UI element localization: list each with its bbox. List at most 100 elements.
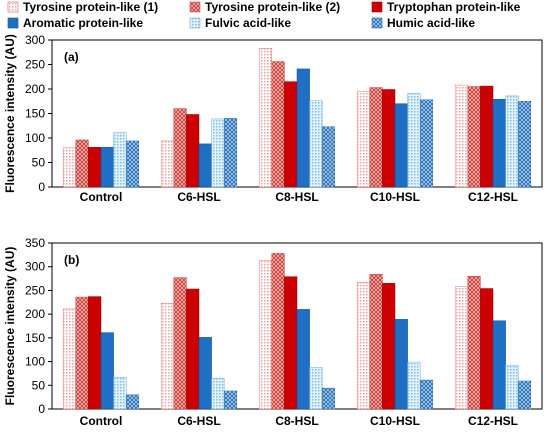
x-tick-label: Control <box>80 190 123 204</box>
bar-tyrosine-protein-like-2-c12-hsl <box>467 86 481 188</box>
bar-tryptophan-protein-like-c8-hsl <box>284 81 298 188</box>
bar-aromatic-protein-like-c10-hsl <box>394 319 408 410</box>
x-tick-label: C8-HSL <box>275 414 318 428</box>
legend-item-tyrosine-protein-like-1: Tyrosine protein-like (1) <box>7 0 158 14</box>
bar-fulvic-acid-like-c12-hsl <box>505 95 519 188</box>
bar-tyrosine-protein-like-2-c10-hsl <box>369 274 383 410</box>
legend-item-tryptophan-protein-like: Tryptophan protein-like <box>371 0 521 14</box>
legend-item-aromatic-protein-like: Aromatic protein-like <box>7 16 143 30</box>
bar-humic-acid-like-c10-hsl <box>419 379 434 410</box>
bar-tyrosine-protein-like-2-control <box>75 296 89 410</box>
bar-tryptophan-protein-like-c6-hsl <box>186 288 200 410</box>
bar-humic-acid-like-c6-hsl <box>223 390 238 410</box>
bar-tyrosine-protein-like-2-c10-hsl <box>369 87 383 188</box>
y-tick-label: 350 <box>25 236 45 250</box>
legend-label: Humic acid-like <box>387 16 475 30</box>
bar-tyrosine-protein-like-2-c6-hsl <box>173 108 187 188</box>
x-tick-label: C6-HSL <box>177 190 220 204</box>
bar-tryptophan-protein-like-c12-hsl <box>480 288 494 410</box>
x-tick-label: C8-HSL <box>275 190 318 204</box>
panel-label: (b) <box>64 253 79 267</box>
bar-tryptophan-protein-like-c10-hsl <box>382 283 396 410</box>
bar-fulvic-acid-like-c6-hsl <box>211 118 225 188</box>
bar-fulvic-acid-like-c8-hsl <box>309 367 323 410</box>
legend-label: Tyrosine protein-like (2) <box>205 0 340 14</box>
x-tick-label: Control <box>80 414 123 428</box>
bar-fulvic-acid-like-control <box>113 132 127 188</box>
bar-tyrosine-protein-like-1-control <box>62 147 77 188</box>
x-tick-label: C6-HSL <box>177 414 220 428</box>
panel-a: 0 50 100 150 200 250 300 Fluorescence intensity… <box>3 33 543 204</box>
y-tick-label: 0 <box>38 402 45 416</box>
bar-fulvic-acid-like-c8-hsl <box>309 100 323 188</box>
x-tick-label: C12-HSL <box>468 414 518 428</box>
legend-item-tyrosine-protein-like-2: Tyrosine protein-like (2) <box>189 0 340 14</box>
legend-swatch <box>189 1 201 13</box>
legend-label: Fulvic acid-like <box>205 16 291 30</box>
bar-humic-acid-like-c8-hsl <box>321 126 336 188</box>
bar-humic-acid-like-c8-hsl <box>321 387 336 410</box>
y-axis-label: Fluorescence intensity (AU) <box>3 34 17 193</box>
bar-fulvic-acid-like-control <box>113 376 127 410</box>
y-tick-label: 250 <box>25 58 45 72</box>
bar-fulvic-acid-like-c6-hsl <box>211 377 225 410</box>
bar-tryptophan-protein-like-c12-hsl <box>480 85 494 188</box>
bar-humic-acid-like-c6-hsl <box>223 118 238 188</box>
y-tick-label: 100 <box>25 355 45 369</box>
x-tick-label: C10-HSL <box>370 190 420 204</box>
bar-tryptophan-protein-like-control <box>88 147 102 188</box>
bar-humic-acid-like-control <box>125 140 140 188</box>
bar-tyrosine-protein-like-2-c6-hsl <box>173 277 187 410</box>
bar-tryptophan-protein-like-c6-hsl <box>186 114 200 188</box>
y-tick-label: 100 <box>25 131 45 145</box>
bar-aromatic-protein-like-control <box>100 332 114 410</box>
legend-swatch <box>371 1 383 13</box>
bar-fulvic-acid-like-c10-hsl <box>407 93 421 188</box>
bar-tyrosine-protein-like-2-control <box>75 139 89 188</box>
bar-tyrosine-protein-like-1-control <box>62 308 77 410</box>
y-tick-label: 150 <box>25 331 45 345</box>
y-tick-label: 50 <box>32 156 46 170</box>
bar-tyrosine-protein-like-1-c10-hsl <box>356 282 371 410</box>
y-tick-label: 50 <box>32 378 46 392</box>
y-tick-label: 200 <box>25 82 45 96</box>
bar-aromatic-protein-like-c6-hsl <box>198 143 212 188</box>
bar-humic-acid-like-c12-hsl <box>517 380 532 410</box>
y-tick-label: 300 <box>25 260 45 274</box>
legend-label: Tyrosine protein-like (1) <box>23 0 158 14</box>
bar-tyrosine-protein-like-1-c8-hsl <box>258 48 273 188</box>
y-tick-label: 250 <box>25 283 45 297</box>
legend: Tyrosine protein-like (1) Tyrosine protei… <box>7 0 521 30</box>
legend-item-fulvic-acid-like: Fulvic acid-like <box>189 16 291 30</box>
bar-tryptophan-protein-like-c10-hsl <box>382 89 396 188</box>
y-tick-label: 300 <box>25 33 45 47</box>
y-tick-label: 150 <box>25 107 45 121</box>
bar-tyrosine-protein-like-1-c6-hsl <box>160 302 175 410</box>
legend-swatch <box>7 1 19 13</box>
bar-aromatic-protein-like-c10-hsl <box>394 103 408 188</box>
bar-tyrosine-protein-like-1-c12-hsl <box>454 286 469 410</box>
bar-tyrosine-protein-like-1-c10-hsl <box>356 91 371 188</box>
bar-aromatic-protein-like-c8-hsl <box>296 309 310 410</box>
bar-aromatic-protein-like-control <box>100 147 114 188</box>
y-tick-label: 0 <box>38 180 45 194</box>
bar-humic-acid-like-control <box>125 394 140 410</box>
legend-label: Aromatic protein-like <box>23 16 143 30</box>
bar-aromatic-protein-like-c12-hsl <box>492 99 506 188</box>
bar-humic-acid-like-c10-hsl <box>419 99 434 188</box>
bar-tyrosine-protein-like-2-c8-hsl <box>271 253 285 410</box>
bar-tyrosine-protein-like-2-c8-hsl <box>271 61 285 188</box>
bar-humic-acid-like-c12-hsl <box>517 101 532 188</box>
panel-b: 0 50 100 150 200 250 300 350 Fluorescence intens… <box>3 236 543 428</box>
x-tick-label: C12-HSL <box>468 190 518 204</box>
legend-item-humic-acid-like: Humic acid-like <box>371 16 475 30</box>
bar-aromatic-protein-like-c12-hsl <box>492 320 506 410</box>
bar-aromatic-protein-like-c8-hsl <box>296 68 310 188</box>
bar-tryptophan-protein-like-control <box>88 296 102 410</box>
legend-swatch <box>371 17 383 29</box>
y-tick-label: 200 <box>25 307 45 321</box>
x-tick-label: C10-HSL <box>370 414 420 428</box>
legend-swatch <box>7 17 19 29</box>
bar-fulvic-acid-like-c12-hsl <box>505 365 519 410</box>
